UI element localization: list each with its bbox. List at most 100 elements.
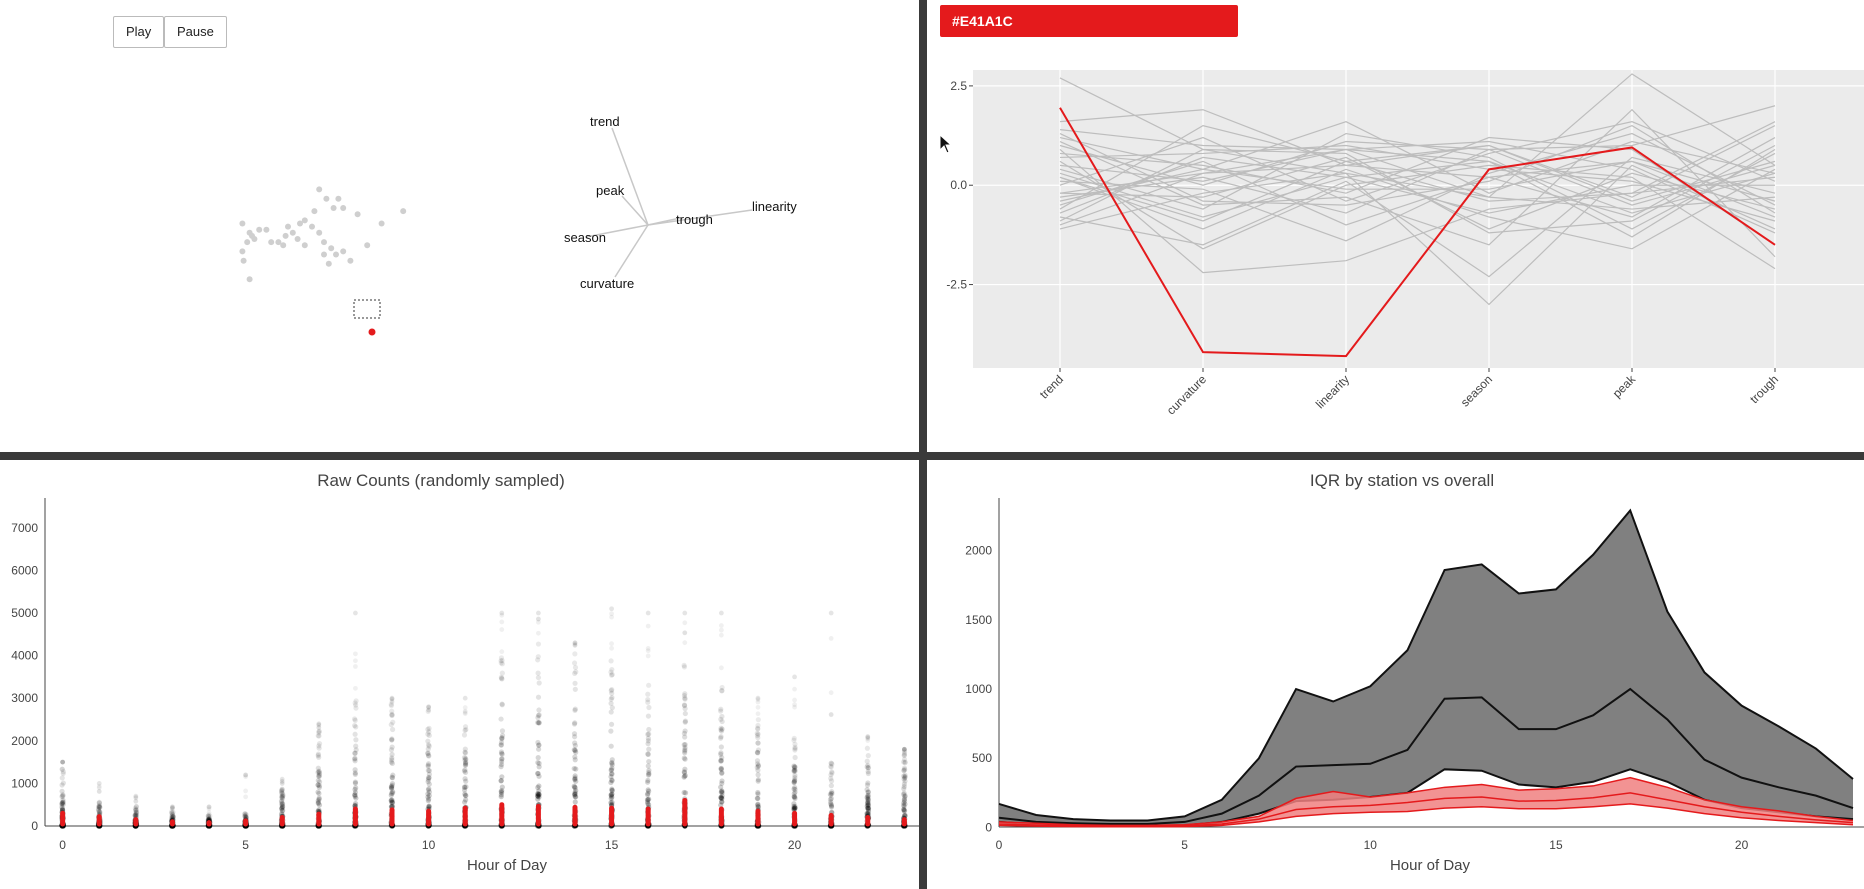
series-line[interactable]	[1059, 121, 1776, 274]
series-line[interactable]	[1059, 140, 1776, 206]
sample-point	[499, 735, 505, 741]
projection-point[interactable]	[239, 248, 246, 255]
pause-button[interactable]: Pause	[164, 16, 227, 48]
series-line[interactable]	[1059, 124, 1776, 210]
outlier-point	[499, 610, 505, 616]
sample-point	[718, 735, 724, 741]
series-line[interactable]	[1059, 108, 1776, 258]
highlighted-line[interactable]	[1059, 107, 1776, 358]
projection-point[interactable]	[263, 226, 270, 233]
outlier-point	[279, 779, 285, 785]
projection-point[interactable]	[301, 217, 308, 224]
projection-point[interactable]	[325, 260, 332, 267]
outlier-point	[645, 610, 651, 616]
sample-point	[462, 761, 469, 767]
sample-point	[389, 782, 395, 789]
projection-point[interactable]	[347, 257, 354, 264]
sample-point	[572, 720, 578, 726]
projection-point[interactable]	[340, 248, 347, 255]
sample-point	[864, 805, 871, 811]
sampled-points	[59, 606, 908, 829]
highlighted-point[interactable]	[368, 328, 376, 336]
projection-point[interactable]	[246, 276, 253, 283]
projection-point[interactable]	[289, 229, 296, 236]
series-line[interactable]	[1059, 129, 1776, 210]
sample-point	[96, 804, 102, 810]
sample-point	[425, 750, 431, 756]
sample-point	[645, 790, 651, 797]
projection-point[interactable]	[316, 186, 323, 193]
outlier-point	[353, 685, 358, 691]
series-line[interactable]	[1059, 109, 1776, 218]
sample-point	[498, 758, 505, 765]
color-tag[interactable]: #E41A1C	[940, 5, 1238, 37]
series-line[interactable]	[1059, 148, 1776, 238]
projection-point[interactable]	[309, 223, 315, 230]
series-line[interactable]	[1059, 132, 1776, 242]
projection-point[interactable]	[333, 251, 339, 258]
series-line[interactable]	[1059, 156, 1775, 214]
projection-point[interactable]	[321, 239, 327, 246]
series-line[interactable]	[1059, 73, 1776, 198]
sample-point	[169, 808, 175, 815]
station-iqr-band[interactable]	[999, 777, 1853, 827]
series-line[interactable]	[1059, 160, 1776, 270]
projection-point[interactable]	[335, 195, 342, 202]
x-tick-label: 10	[1364, 838, 1378, 852]
projection-point[interactable]	[268, 239, 275, 246]
series-line[interactable]	[1059, 136, 1776, 246]
series-line[interactable]	[1059, 121, 1776, 202]
projection-point[interactable]	[239, 220, 246, 227]
series-line[interactable]	[1059, 137, 1776, 226]
tour-projection-plot[interactable]: trend peak season trough linearity curva…	[0, 0, 919, 452]
sample-point	[169, 815, 175, 821]
projection-point[interactable]	[244, 239, 251, 246]
projection-point[interactable]	[378, 220, 385, 227]
projection-point[interactable]	[240, 257, 247, 264]
projection-point[interactable]	[330, 205, 337, 211]
projection-point[interactable]	[400, 208, 407, 215]
series-line[interactable]	[1059, 144, 1776, 222]
sample-point	[791, 791, 797, 797]
series-line[interactable]	[1059, 124, 1776, 214]
projection-point[interactable]	[323, 195, 330, 202]
series-line[interactable]	[1059, 148, 1776, 214]
sample-point	[682, 695, 688, 701]
projection-point[interactable]	[311, 208, 318, 215]
projection-point[interactable]	[275, 239, 282, 246]
sample-point	[901, 756, 908, 762]
outlier-point	[462, 710, 468, 715]
sample-point	[132, 805, 138, 811]
sample-point	[901, 786, 907, 792]
projection-point[interactable]	[294, 236, 301, 242]
sample-point	[901, 790, 907, 796]
projection-point[interactable]	[354, 211, 361, 218]
projection-point[interactable]	[364, 242, 371, 249]
projection-point[interactable]	[256, 226, 263, 233]
projection-point[interactable]	[251, 236, 258, 242]
projection-point[interactable]	[280, 242, 287, 249]
sample-point	[608, 795, 614, 802]
overall-iqr-band[interactable]	[999, 510, 1853, 827]
sample-point	[608, 709, 614, 715]
raw-counts-chart[interactable]: Raw Counts (randomly sampled) 0 1000 2000 3…	[0, 460, 919, 889]
projection-point[interactable]	[297, 220, 303, 227]
sample-point	[426, 775, 432, 781]
projection-point[interactable]	[321, 251, 327, 258]
projection-point[interactable]	[316, 229, 323, 236]
iqr-chart[interactable]: IQR by station vs overall 0 500 1000 1500 20…	[927, 460, 1864, 889]
x-tick-label: season	[1458, 372, 1495, 409]
sample-point	[499, 787, 505, 794]
parallel-coordinates-plot[interactable]: 2.5 0.0 -2.5 trend curvature linearity season…	[927, 0, 1864, 452]
series-line[interactable]	[1059, 164, 1776, 306]
projection-point[interactable]	[328, 245, 335, 252]
projection-point[interactable]	[340, 205, 347, 211]
sample-point	[571, 721, 578, 727]
projection-point[interactable]	[301, 242, 308, 249]
outlier-point	[682, 620, 688, 626]
projection-point[interactable]	[285, 223, 291, 230]
series-line[interactable]	[1059, 160, 1776, 202]
sample-point	[316, 774, 322, 780]
play-button[interactable]: Play	[113, 16, 165, 48]
projection-point[interactable]	[282, 232, 289, 239]
